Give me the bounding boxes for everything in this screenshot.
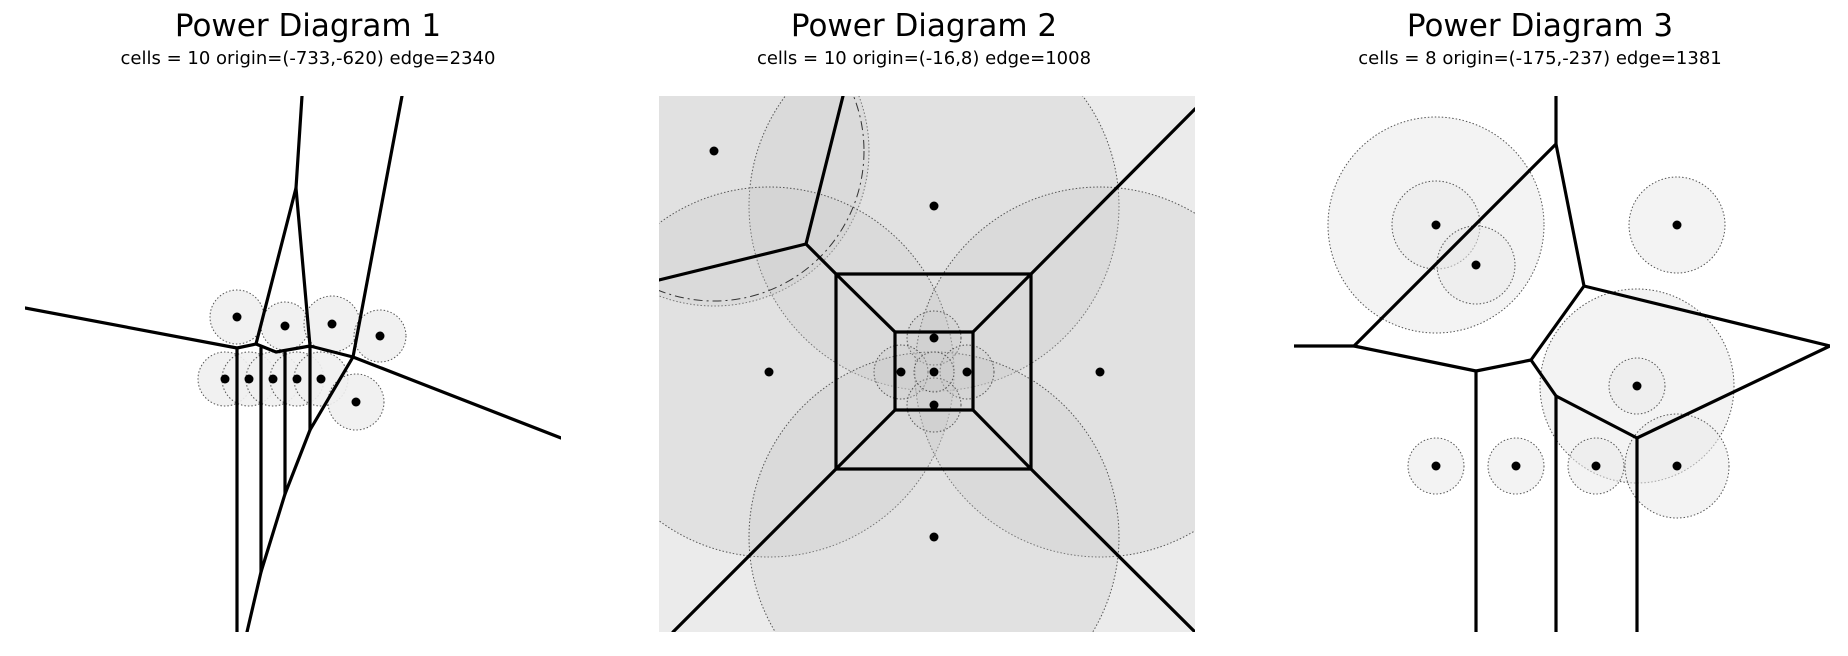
- site-point: [1471, 260, 1481, 270]
- panel-2-title: Power Diagram 2: [790, 8, 1058, 44]
- cell-edges: [659, 96, 1195, 632]
- site-point: [316, 374, 326, 384]
- site-point: [1591, 461, 1601, 471]
- panel-2-subtitle: cells = 10 origin=(-16,8) edge=1008: [756, 48, 1092, 69]
- panel-3: Power Diagram 3 cells = 8 origin=(-175,-…: [1232, 0, 1848, 656]
- site-point: [1632, 381, 1642, 391]
- dashed-bound-circle: [659, 96, 865, 302]
- site-point: [268, 374, 278, 384]
- site-point: [327, 319, 337, 329]
- site-point: [929, 201, 939, 211]
- sites: [1431, 220, 1682, 471]
- site-point: [929, 333, 939, 343]
- site-point: [929, 532, 939, 542]
- sites: [220, 312, 385, 407]
- inner-square: [893, 330, 975, 412]
- panel-1-subtitle: cells = 10 origin=(-733,-620) edge=2340: [120, 48, 496, 69]
- site-point: [280, 321, 290, 331]
- cell-edges: [1294, 96, 1830, 632]
- site-point: [1095, 367, 1105, 377]
- weight-circle: [748, 96, 1120, 392]
- weight-circles: [197, 289, 407, 431]
- site-point: [232, 312, 242, 322]
- site-point: [929, 400, 939, 410]
- site-point: [962, 367, 972, 377]
- weight-circle: [914, 186, 1195, 558]
- site-point: [375, 331, 385, 341]
- panel-2: Power Diagram 2 cells = 10 origin=(-16,8…: [616, 0, 1232, 656]
- site-point: [1431, 220, 1441, 230]
- site-point: [709, 146, 719, 156]
- cell-edges: [25, 96, 561, 632]
- site-point: [1672, 220, 1682, 230]
- power-diagram-2-plot: [659, 96, 1195, 632]
- site-point: [1431, 461, 1441, 471]
- weight-circles: [1327, 116, 1735, 519]
- power-diagram-1-plot: [25, 96, 561, 632]
- weight-circle: [748, 351, 1120, 632]
- site-point: [351, 397, 361, 407]
- panel-3-subtitle: cells = 8 origin=(-175,-237) edge=1381: [1358, 48, 1722, 69]
- panel-1: Power Diagram 1 cells = 10 origin=(-733,…: [0, 0, 616, 656]
- site-point: [929, 367, 939, 377]
- site-point: [244, 374, 254, 384]
- panel-3-title: Power Diagram 3: [1406, 8, 1674, 44]
- site-point: [220, 374, 230, 384]
- power-diagram-3-plot: [1294, 96, 1830, 632]
- weight-circles: [659, 96, 1195, 632]
- site-point: [764, 367, 774, 377]
- site-point: [896, 367, 906, 377]
- sites: [709, 146, 1105, 542]
- site-point: [1672, 461, 1682, 471]
- site-point: [292, 374, 302, 384]
- site-point: [1511, 461, 1521, 471]
- outer-square: [834, 272, 1033, 471]
- panel-1-title: Power Diagram 1: [174, 8, 442, 44]
